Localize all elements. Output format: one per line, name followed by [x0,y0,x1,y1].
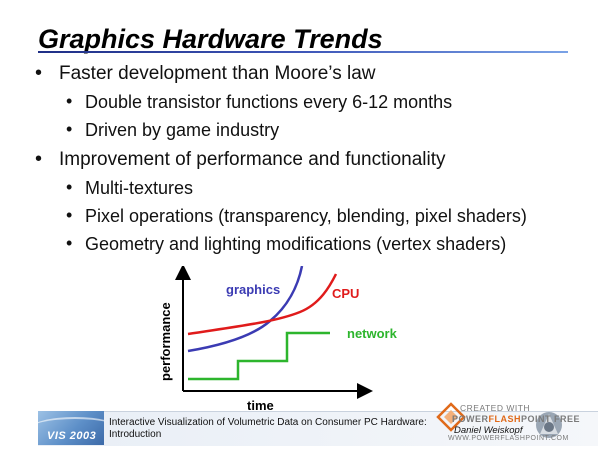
bullet-item: • Improvement of performance and functio… [35,148,446,171]
bullet-text: Driven by game industry [85,120,280,140]
logo-text: VIS 2003 [47,430,97,442]
bullet-dot: • [35,148,43,170]
cpu-label: CPU [332,286,359,301]
watermark-left-icon [436,402,466,432]
graphics-curve [187,265,304,353]
bullet-text: Faster development than Moore’s law [59,63,376,84]
bullet-text: Geometry and lighting modifications (ver… [85,234,507,254]
slide-title: Graphics Hardware Trends [38,24,383,54]
bullet-item: • Pixel operations (transparency, blendi… [66,205,527,227]
watermark-right-icon [536,412,562,438]
footer-line-1: Interactive Visualization of Volumetric … [109,417,427,428]
watermark-line-3: WWW.POWERFLASHPOINT.COM [448,435,569,442]
graphics-label: graphics [226,282,280,297]
watermark-point: POINT [521,414,552,424]
watermark-power: POWER [452,414,489,424]
bullet-item: • Faster development than Moore’s law [35,62,376,85]
watermark-free: FREE [554,414,581,424]
footer-bar [38,411,598,446]
vis-2003-logo: VIS 2003 [38,411,104,445]
bullet-dot: • [66,205,73,225]
watermark-flash: FLASH [488,414,522,424]
title-underline [38,51,568,53]
y-axis-label: performance [158,302,173,381]
watermark-line-1: CREATED WITH [460,403,531,413]
bullet-dot: • [35,62,43,84]
cpu-curve [187,273,338,336]
network-curve [188,331,330,381]
bullet-item: • Multi-textures [66,177,194,199]
bullet-text: Pixel operations (transparency, blending… [85,206,527,226]
x-axis-label: time [247,398,274,413]
bullet-text: Multi-textures [85,178,194,198]
bullet-text: Double transistor functions every 6-12 m… [85,92,453,112]
bullet-item: • Geometry and lighting modifications (v… [66,233,507,255]
logo-swoosh [38,417,104,441]
watermark-line-2: POWERFLASHPOINT FREE [452,414,580,424]
bullet-dot: • [66,233,73,253]
bullet-item: • Double transistor functions every 6-12… [66,91,453,113]
bullet-item: • Driven by game industry [66,119,280,141]
network-label: network [347,326,398,341]
footer-course-title: Interactive Visualization of Volumetric … [109,417,427,441]
author-name: Daniel Weiskopf [454,425,523,436]
trend-diagram: graphics CPU network time performance [150,264,410,416]
powerflashpoint-watermark: CREATED WITH POWERFLASHPOINT FREE WWW.PO… [430,400,600,448]
bullet-dot: • [66,119,73,139]
footer-line-2: Introduction [109,429,162,440]
bullet-text: Improvement of performance and functiona… [59,149,446,170]
bullet-dot: • [66,177,73,197]
bullet-dot: • [66,91,73,111]
